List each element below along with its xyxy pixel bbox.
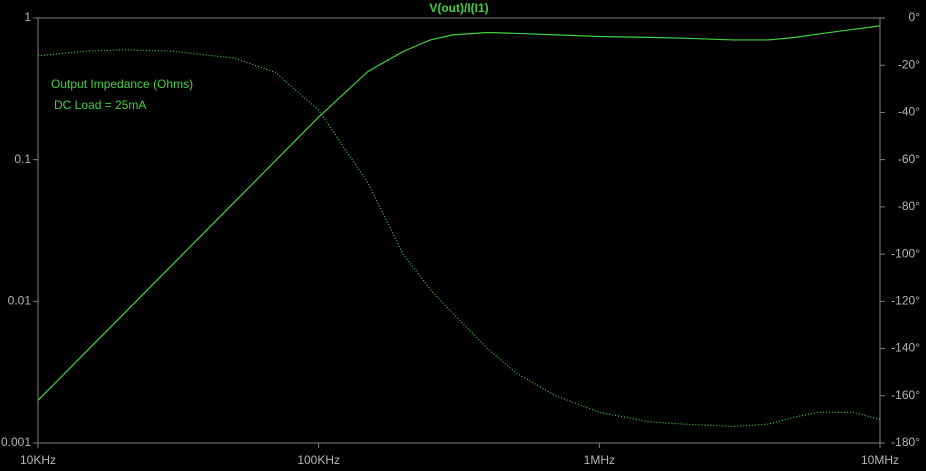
x-tick-label: 10KHz: [20, 453, 56, 467]
y2-tick-label: -100°: [891, 246, 920, 260]
y2-tick-label: -140°: [891, 341, 920, 355]
y-tick-label: 0.01: [8, 294, 32, 308]
y2-tick-label: 0°: [909, 10, 921, 24]
y-tick-label: 0.001: [1, 435, 31, 449]
x-tick-label: 10MHz: [861, 453, 899, 467]
magnitude-line: [37, 25, 881, 401]
y2-tick-label: -60°: [898, 152, 920, 166]
y2-tick-label: -180°: [891, 435, 920, 449]
y2-tick-label: -80°: [898, 199, 920, 213]
y-tick-label: 1: [24, 10, 31, 24]
annotation: DC Load = 25mA: [54, 98, 146, 112]
annotation: Output Impedance (Ohms): [51, 77, 193, 91]
y2-tick-label: -40°: [898, 105, 920, 119]
y2-tick-label: -160°: [891, 388, 920, 402]
x-tick-label: 100KHz: [297, 453, 340, 467]
y-tick-label: 0.1: [14, 152, 31, 166]
plot-frame: [37, 17, 881, 444]
chart-title: V(out)/I(I1): [429, 1, 488, 15]
y2-tick-label: -120°: [891, 294, 920, 308]
y2-tick-label: -20°: [898, 57, 920, 71]
x-tick-label: 1MHz: [584, 453, 615, 467]
